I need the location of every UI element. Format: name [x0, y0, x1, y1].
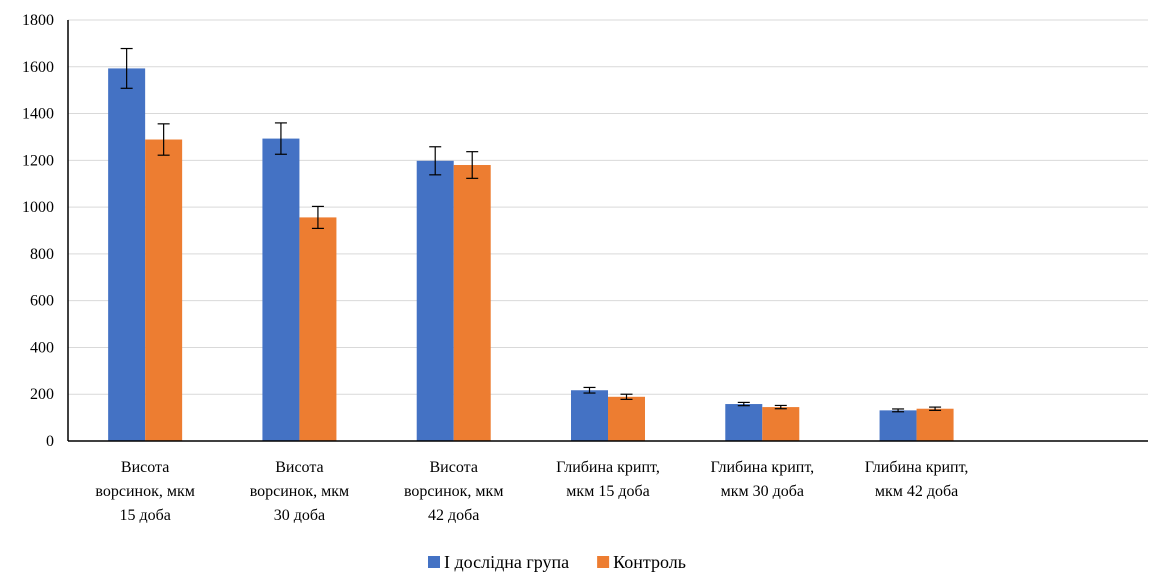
- legend-swatch: [428, 556, 440, 568]
- legend: І дослідна група Контроль: [428, 552, 686, 572]
- error-bar: [274, 122, 287, 155]
- error-bar: [929, 406, 942, 411]
- bar-experimental: [416, 160, 454, 441]
- bar-control: [916, 408, 954, 441]
- error-bar: [157, 123, 170, 156]
- bar-experimental: [879, 410, 917, 441]
- y-tick-label: 0: [46, 433, 54, 450]
- bar-experimental: [108, 68, 146, 441]
- y-tick-label: 800: [30, 246, 54, 263]
- y-tick-label: 1800: [22, 12, 54, 29]
- bar-control: [299, 217, 337, 441]
- y-tick-label: 1000: [22, 199, 54, 216]
- legend-item: І дослідна група: [428, 552, 569, 572]
- y-tick-label: 1400: [22, 106, 54, 123]
- error-bar: [311, 205, 324, 229]
- category-label: Глибина крипт,: [710, 459, 814, 476]
- bar-control: [608, 396, 645, 441]
- category-label: мкм 30 доба: [721, 483, 804, 500]
- category-label: Глибина крипт,: [556, 459, 660, 476]
- category-label: 42 доба: [428, 507, 479, 524]
- category-labels: Висота ворсинок, мкм 15 доба Висота ворсинок…: [95, 459, 968, 524]
- category-label: Висота: [275, 459, 323, 476]
- bar-control: [145, 139, 183, 442]
- bar-experimental: [725, 404, 763, 441]
- y-tick-label: 600: [30, 293, 54, 310]
- error-bar: [429, 146, 442, 176]
- category-label: ворсинок, мкм: [404, 483, 503, 500]
- error-bar: [120, 47, 133, 89]
- error-bar: [466, 151, 479, 179]
- category-label: Висота: [430, 459, 478, 476]
- gridlines: [68, 19, 1148, 395]
- y-axis-ticks: 0 200 400 600 800 1000 1200 1400 1600 1800: [22, 12, 54, 450]
- category-label: Висота: [121, 459, 169, 476]
- bar-experimental: [571, 390, 608, 441]
- legend-label: Контроль: [613, 552, 686, 572]
- y-tick-label: 1200: [22, 152, 54, 169]
- y-tick-label: 1600: [22, 59, 54, 76]
- category-label: ворсинок, мкм: [95, 483, 194, 500]
- bars: [108, 68, 954, 442]
- legend-swatch: [597, 556, 610, 568]
- error-bar: [774, 404, 787, 410]
- error-bars: [120, 47, 942, 413]
- category-label: 30 доба: [274, 507, 325, 524]
- bar-experimental: [262, 138, 300, 441]
- category-label: мкм 15 доба: [566, 483, 649, 500]
- bar-control: [762, 407, 800, 441]
- category-label: Глибина крипт,: [865, 459, 969, 476]
- error-bar: [583, 386, 596, 394]
- category-label: 15 доба: [119, 507, 170, 524]
- error-bar: [892, 408, 905, 413]
- error-bar: [737, 401, 750, 407]
- y-tick-label: 200: [30, 386, 54, 403]
- bar-control: [453, 165, 491, 441]
- y-tick-label: 400: [30, 339, 54, 356]
- error-bar: [620, 393, 633, 400]
- legend-item: Контроль: [597, 552, 686, 572]
- category-label: мкм 42 доба: [875, 483, 958, 500]
- legend-label: І дослідна група: [444, 552, 569, 572]
- category-label: ворсинок, мкм: [250, 483, 349, 500]
